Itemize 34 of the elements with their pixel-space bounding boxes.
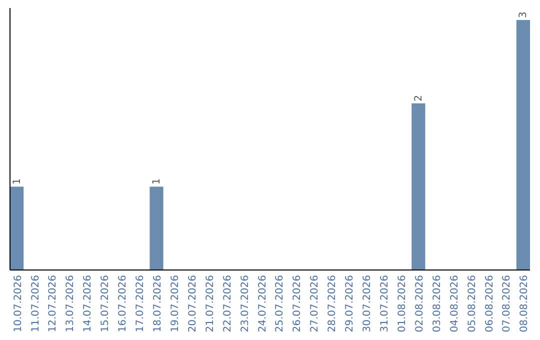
x-tick-label: 02.08.2026 xyxy=(414,275,426,332)
x-tick-label: 29.07.2026 xyxy=(344,275,356,332)
x-tick-label: 08.08.2026 xyxy=(519,275,530,332)
data-label: 3 xyxy=(518,12,530,18)
x-tick-label: 10.07.2026 xyxy=(12,275,24,332)
x-tick-label: 26.07.2026 xyxy=(292,275,304,332)
x-tick-label: 13.07.2026 xyxy=(65,275,76,332)
x-tick-label: 18.07.2026 xyxy=(152,275,164,332)
x-tick-label: 12.07.2026 xyxy=(48,275,59,332)
x-tick-label: 30.07.2026 xyxy=(362,275,374,332)
x-tick-label: 20.07.2026 xyxy=(187,275,198,332)
x-tick-label: 06.08.2026 xyxy=(484,275,496,332)
x-tick-label: 03.08.2026 xyxy=(432,275,443,332)
data-label: 1 xyxy=(152,178,162,185)
x-tick-label: 28.07.2026 xyxy=(327,275,338,332)
data-label: 1 xyxy=(12,178,23,185)
x-tick-label: 16.07.2026 xyxy=(118,275,129,332)
x-tick-label: 24.07.2026 xyxy=(257,275,268,332)
x-tick-label: 19.07.2026 xyxy=(170,275,181,332)
x-tick-label: 07.08.2026 xyxy=(502,275,513,332)
x-tick-label: 14.07.2026 xyxy=(82,275,94,332)
x-tick-label: 23.07.2026 xyxy=(240,275,251,332)
x-tick-label: 04.08.2026 xyxy=(449,275,460,332)
x-tick-label: 15.07.2026 xyxy=(100,275,112,332)
data-label: 2 xyxy=(413,94,424,102)
x-tick-label: 01.08.2026 xyxy=(396,275,408,332)
x-tick-label: 27.07.2026 xyxy=(310,275,321,332)
x-tick-label: 31.07.2026 xyxy=(380,275,390,332)
x-tick-label: 21.07.2026 xyxy=(204,275,216,332)
x-tick-label: 17.07.2026 xyxy=(135,275,146,332)
x-tick-label: 05.08.2026 xyxy=(466,275,478,332)
x-tick-label: 11.07.2026 xyxy=(30,275,42,332)
x-tick-label: 22.07.2026 xyxy=(222,275,234,332)
x-tick-label: 25.07.2026 xyxy=(274,275,286,332)
